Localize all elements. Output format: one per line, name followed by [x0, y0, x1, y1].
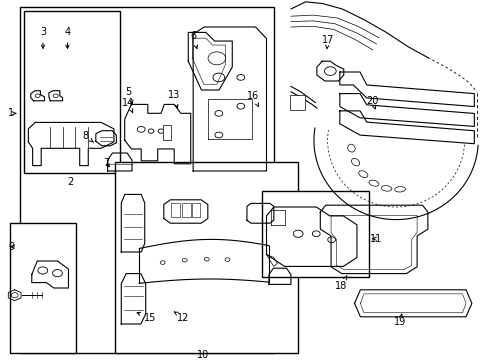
- Text: 10: 10: [196, 350, 209, 360]
- Text: 7: 7: [103, 158, 109, 168]
- Text: 16: 16: [246, 91, 259, 107]
- Text: 17: 17: [321, 35, 334, 49]
- Text: 15: 15: [137, 312, 157, 323]
- Text: 6: 6: [190, 31, 197, 49]
- Bar: [261, 191, 368, 277]
- Bar: [289, 95, 304, 110]
- Bar: [182, 203, 190, 217]
- Text: 8: 8: [82, 131, 93, 142]
- Ellipse shape: [358, 171, 367, 177]
- Bar: [10, 223, 76, 353]
- Ellipse shape: [394, 186, 405, 192]
- Text: 19: 19: [393, 314, 406, 327]
- Text: 13: 13: [167, 90, 180, 108]
- Ellipse shape: [347, 144, 354, 152]
- Text: 1: 1: [8, 108, 14, 118]
- Ellipse shape: [351, 158, 359, 166]
- Ellipse shape: [368, 180, 378, 186]
- Text: 3: 3: [40, 27, 46, 48]
- Bar: [24, 11, 120, 173]
- Bar: [191, 203, 200, 217]
- Text: 9: 9: [8, 242, 14, 252]
- Text: 18: 18: [334, 276, 346, 291]
- Bar: [171, 203, 180, 217]
- Ellipse shape: [381, 186, 391, 191]
- Bar: [20, 7, 273, 353]
- Text: 4: 4: [64, 27, 70, 48]
- Bar: [163, 125, 171, 140]
- Text: 5: 5: [125, 87, 133, 104]
- Text: 2: 2: [67, 177, 73, 187]
- Bar: [115, 162, 298, 353]
- Text: 11: 11: [369, 234, 382, 244]
- Text: 12: 12: [174, 312, 189, 323]
- Text: 14: 14: [122, 98, 134, 113]
- Text: 20: 20: [366, 96, 378, 109]
